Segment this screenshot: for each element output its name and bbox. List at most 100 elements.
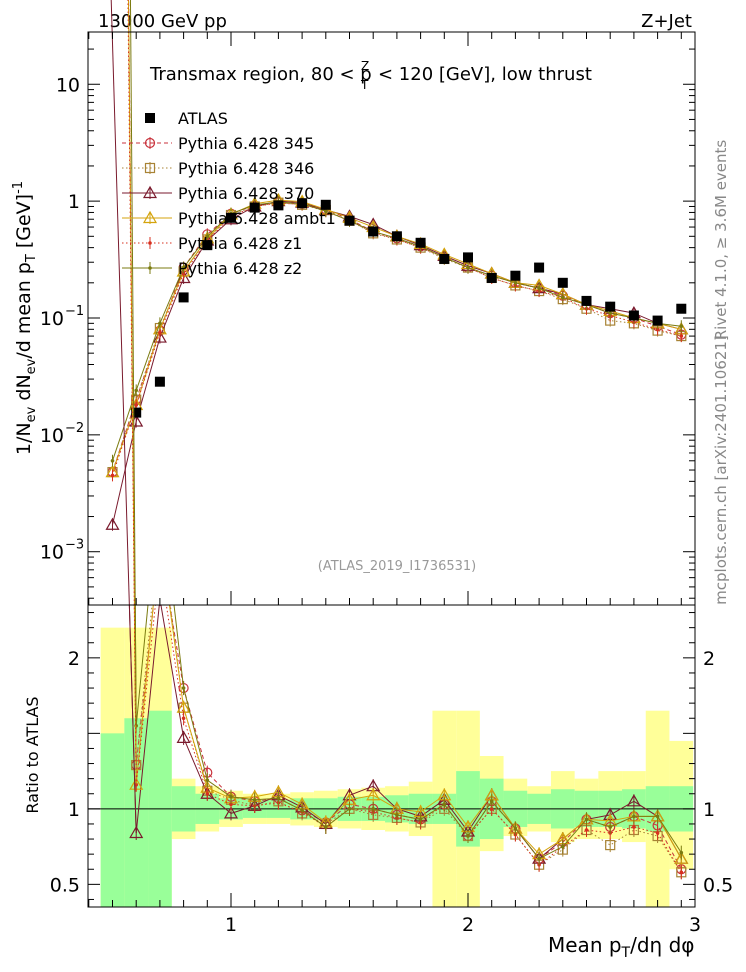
main-ytick-label-3: 1 (68, 191, 80, 213)
ratio-ytick-label-left-0: 0.5 (50, 874, 80, 896)
main-ytick-exponent-2: −1 (65, 304, 84, 319)
main-ytick-label-2: 10 (40, 308, 64, 330)
uncertainty-bands (100, 627, 694, 907)
analysis-tag: (ATLAS_2019_I1736531) (318, 559, 476, 574)
ratio-panel-frame (87, 604, 696, 908)
atlas-data-point-18 (534, 262, 545, 273)
ratio-line-5 (134, 605, 682, 860)
legend-label-4: Pythia 6.428 z1 (178, 234, 302, 253)
main-marker-4-2 (158, 330, 162, 335)
atlas-data-point-16 (486, 272, 497, 283)
atlas-data-point-21 (605, 301, 616, 312)
ratio-marker-5-20 (584, 817, 589, 822)
main-ytick-exponent-1: −2 (65, 421, 84, 436)
ratio-marker-4-3 (181, 716, 186, 721)
ratio-marker-5-23 (655, 814, 660, 819)
ratio-marker-4-22 (632, 825, 636, 829)
ratio-marker-5-13 (418, 817, 423, 822)
ratio-marker-5-7 (276, 796, 281, 801)
main-marker-4-24 (679, 334, 684, 338)
plot-title: Transmax region, 80 < p (149, 64, 372, 85)
atlas-data-point-24 (676, 303, 687, 314)
ratio-marker-5-3 (181, 686, 186, 690)
atlas-data-point-9 (320, 199, 331, 210)
atlas-data-point-11 (368, 226, 379, 237)
ratio-line-0 (134, 605, 682, 870)
atlas-data-point-0 (108, 611, 118, 621)
atlas-data-point-13 (415, 237, 426, 248)
ratio-marker-5-9 (324, 825, 328, 829)
ratio-series-layer (88, 481, 695, 880)
main-marker-5-3 (181, 265, 186, 270)
ratio-marker-4-20 (584, 828, 589, 832)
ratio-marker-4-4 (205, 791, 210, 796)
ratio-series-4 (133, 561, 684, 880)
ratio-marker-5-16 (489, 799, 494, 804)
ratio-marker-2-1 (129, 825, 144, 839)
ratio-marker-5-5 (229, 794, 233, 799)
main-marker-5-9 (324, 209, 328, 213)
ratio-marker-5-14 (442, 802, 447, 807)
xtick-label-0: 1 (225, 914, 237, 936)
ratio-marker-4-5 (229, 802, 233, 807)
main-marker-5-0 (110, 458, 115, 463)
atlas-data-point-23 (652, 315, 663, 326)
main-marker-5-4 (205, 234, 210, 239)
atlas-data-point-6 (249, 202, 260, 213)
atlas-data-point-20 (581, 295, 592, 306)
ratio-series-1 (131, 520, 687, 880)
ratio-marker-4-16 (489, 807, 494, 811)
main-marker-5-18 (537, 286, 541, 290)
ratio-marker-5-12 (395, 813, 399, 817)
main-ytick-label-4: 10 (56, 74, 80, 96)
ratio-marker-3-2 (154, 530, 166, 541)
ratio-marker-1-21 (605, 839, 616, 851)
ratio-marker-2-3 (176, 730, 191, 743)
legend-label-3: Pythia 6.428 ambt1 (178, 209, 336, 228)
main-series-layer (105, 192, 689, 621)
legend-marker-0 (144, 137, 156, 149)
ratio-marker-4-24 (679, 870, 684, 875)
legend-label-atlas: ATLAS (178, 109, 228, 128)
legend-label-2: Pythia 6.428 370 (178, 184, 314, 203)
ratio-overflow-lines (110, 0, 137, 834)
main-marker-5-19 (561, 295, 565, 300)
main-ytick-exponent-0: −3 (65, 538, 84, 553)
stat-uncertainty-band-0.5 (100, 733, 125, 907)
legend: ATLAS Pythia 6.428 345 Pythia 6.428 346 Pyt… (122, 109, 336, 278)
main-marker-4-1 (134, 403, 138, 407)
atlas-data-point-22 (628, 310, 639, 321)
ratio-marker-5-22 (632, 814, 636, 819)
ratio-marker-5-2 (158, 481, 162, 485)
ratio-ytick-label-right-1: 1 (703, 799, 715, 821)
atlas-data-point-10 (344, 215, 355, 226)
ratio-marker-5-18 (537, 856, 541, 861)
ratio-marker-5-24 (679, 850, 684, 855)
atlas-data-point-7 (273, 200, 284, 211)
ratio-marker-4-2 (158, 561, 162, 565)
ratio-marker-5-17 (513, 826, 518, 831)
ratio-marker-5-11 (371, 807, 376, 811)
main-marker-2-3 (176, 270, 191, 284)
main-ytick-label-1: 10 (40, 425, 64, 447)
x-axis-label-sub: T (621, 945, 631, 961)
main-marker-2-2 (152, 330, 167, 343)
ratio-ytick-label-left-1: 1 (68, 799, 80, 821)
ratio-overflow-line-2 (110, 0, 137, 834)
ratio-marker-2-5 (223, 806, 239, 819)
atlas-data-point-5 (226, 212, 236, 223)
atlas-data-point-2 (154, 376, 165, 387)
xtick-label-1: 2 (462, 914, 474, 936)
ratio-marker-1-2 (155, 520, 164, 529)
x-axis-label: Mean pT/dη dφ (548, 933, 694, 961)
title-superscript: Z (361, 59, 369, 73)
legend-label-5: Pythia 6.428 z2 (178, 259, 302, 278)
x-axis-label-a: Mean p (548, 933, 622, 957)
legend-marker-5 (148, 266, 152, 270)
legend-marker-1 (144, 162, 156, 174)
ratio-marker-4-23 (655, 831, 660, 835)
atlas-data-point-1 (131, 407, 142, 418)
atlas-data-point-8 (297, 198, 308, 209)
